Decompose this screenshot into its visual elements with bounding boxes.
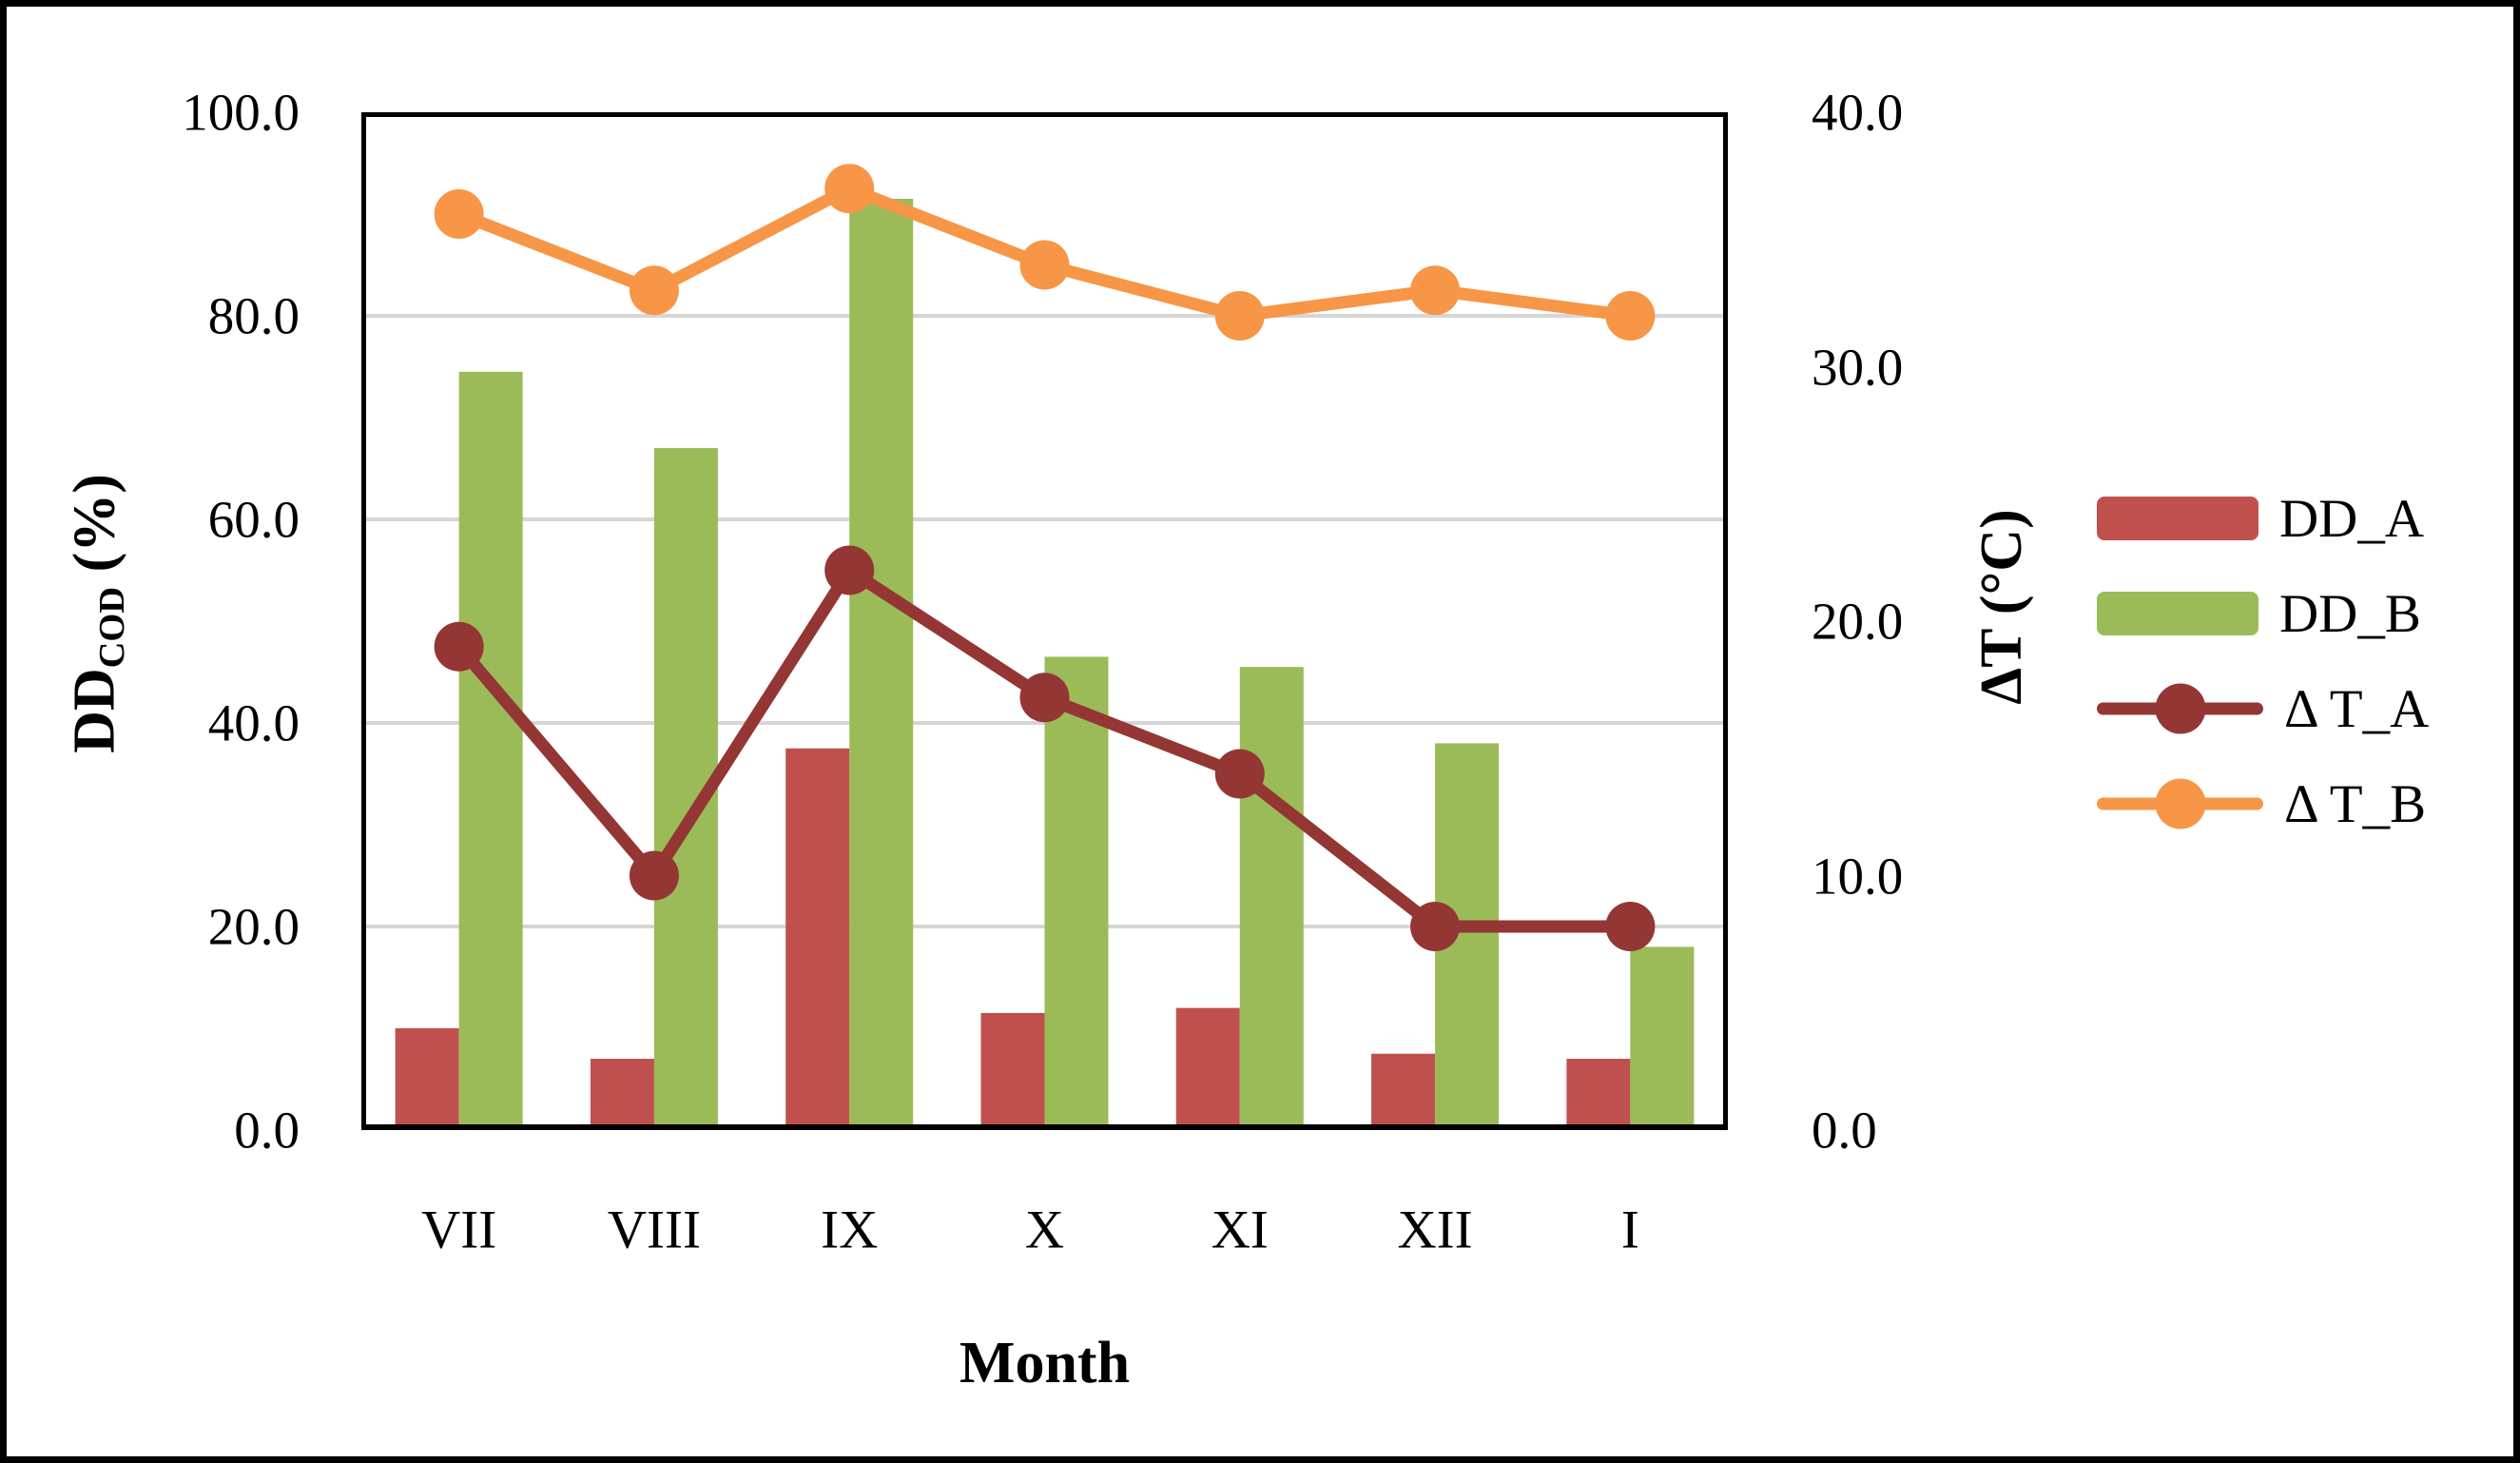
bar-dd-b — [458, 371, 523, 1130]
legend-label-dd-b: DD_B — [2279, 583, 2421, 644]
marker--t-b — [824, 164, 875, 214]
plot-area — [361, 112, 1728, 1130]
bar-dd-a — [395, 1028, 459, 1130]
bar-dd-a — [980, 1012, 1045, 1130]
right-axis-tick-label: 40.0 — [1812, 83, 1904, 142]
left-axis-title-subscript: COD — [92, 586, 133, 669]
right-axis-tick-label: 20.0 — [1812, 592, 1904, 651]
x-axis-tick-label: X — [1024, 1200, 1065, 1260]
legend-item-dd-b: DD_B — [2097, 566, 2429, 661]
marker--t-a — [1605, 902, 1656, 951]
x-axis-tick-label: I — [1620, 1200, 1639, 1260]
marker--t-a — [1410, 902, 1461, 951]
marker--t-a — [1019, 673, 1070, 723]
left-axis-tick-label: 100.0 — [182, 83, 300, 142]
bar-dd-a — [590, 1059, 654, 1130]
marker--t-a — [629, 850, 679, 901]
legend-label-dt-a: Δ T_A — [2284, 678, 2430, 739]
bar-dd-a — [785, 748, 850, 1130]
x-axis-tick-label: IX — [821, 1200, 879, 1260]
marker--t-b — [1019, 240, 1070, 290]
legend: DD_A DD_B Δ T_A Δ T_B — [2097, 471, 2429, 851]
legend-label-dd-a: DD_A — [2279, 488, 2424, 549]
legend-line-marker-swatch-icon — [2097, 778, 2263, 829]
left-axis-tick-label: 80.0 — [207, 286, 300, 345]
legend-item-dt-a: Δ T_A — [2097, 661, 2429, 756]
bar-dd-a — [1371, 1053, 1436, 1130]
marker--t-a — [1214, 749, 1265, 799]
legend-item-dt-b: Δ T_B — [2097, 756, 2429, 851]
bar-dd-b — [1630, 946, 1695, 1130]
bar-dd-b — [849, 198, 914, 1130]
left-axis-tick-label: 40.0 — [207, 693, 300, 752]
x-axis-tick-label: XII — [1397, 1200, 1473, 1260]
bar-dd-b — [1044, 656, 1109, 1130]
right-axis-tick-label: 30.0 — [1812, 338, 1904, 396]
legend-bar-swatch-icon — [2097, 497, 2258, 540]
marker--t-a — [824, 545, 875, 595]
marker--t-b — [1214, 291, 1265, 341]
left-axis-tick-label: 0.0 — [234, 1101, 300, 1160]
x-axis-tick-label: XI — [1211, 1200, 1269, 1260]
bar-dd-a — [1566, 1059, 1631, 1130]
x-axis-title: Month — [959, 1331, 1131, 1395]
bar-dd-a — [1175, 1007, 1240, 1130]
marker--t-b — [1410, 265, 1461, 316]
marker--t-a — [434, 621, 484, 672]
x-axis-tick-label: VII — [421, 1200, 497, 1260]
right-axis-tick-label: 0.0 — [1812, 1101, 1877, 1160]
right-axis-tick-label: 10.0 — [1812, 847, 1904, 905]
marker--t-b — [629, 265, 679, 316]
marker--t-b — [1605, 291, 1656, 341]
marker--t-b — [434, 189, 484, 239]
right-axis-title: ΔT (°C) — [1969, 509, 2034, 705]
bar-dd-b — [1239, 667, 1304, 1130]
x-axis-tick-label: VIII — [607, 1200, 701, 1260]
left-axis-tick-label: 60.0 — [207, 490, 300, 549]
legend-label-dt-b: Δ T_B — [2284, 773, 2427, 834]
legend-bar-swatch-icon — [2097, 592, 2258, 635]
legend-line-marker-swatch-icon — [2097, 683, 2263, 734]
left-axis-tick-label: 20.0 — [207, 897, 300, 956]
legend-item-dd-a: DD_A — [2097, 471, 2429, 566]
